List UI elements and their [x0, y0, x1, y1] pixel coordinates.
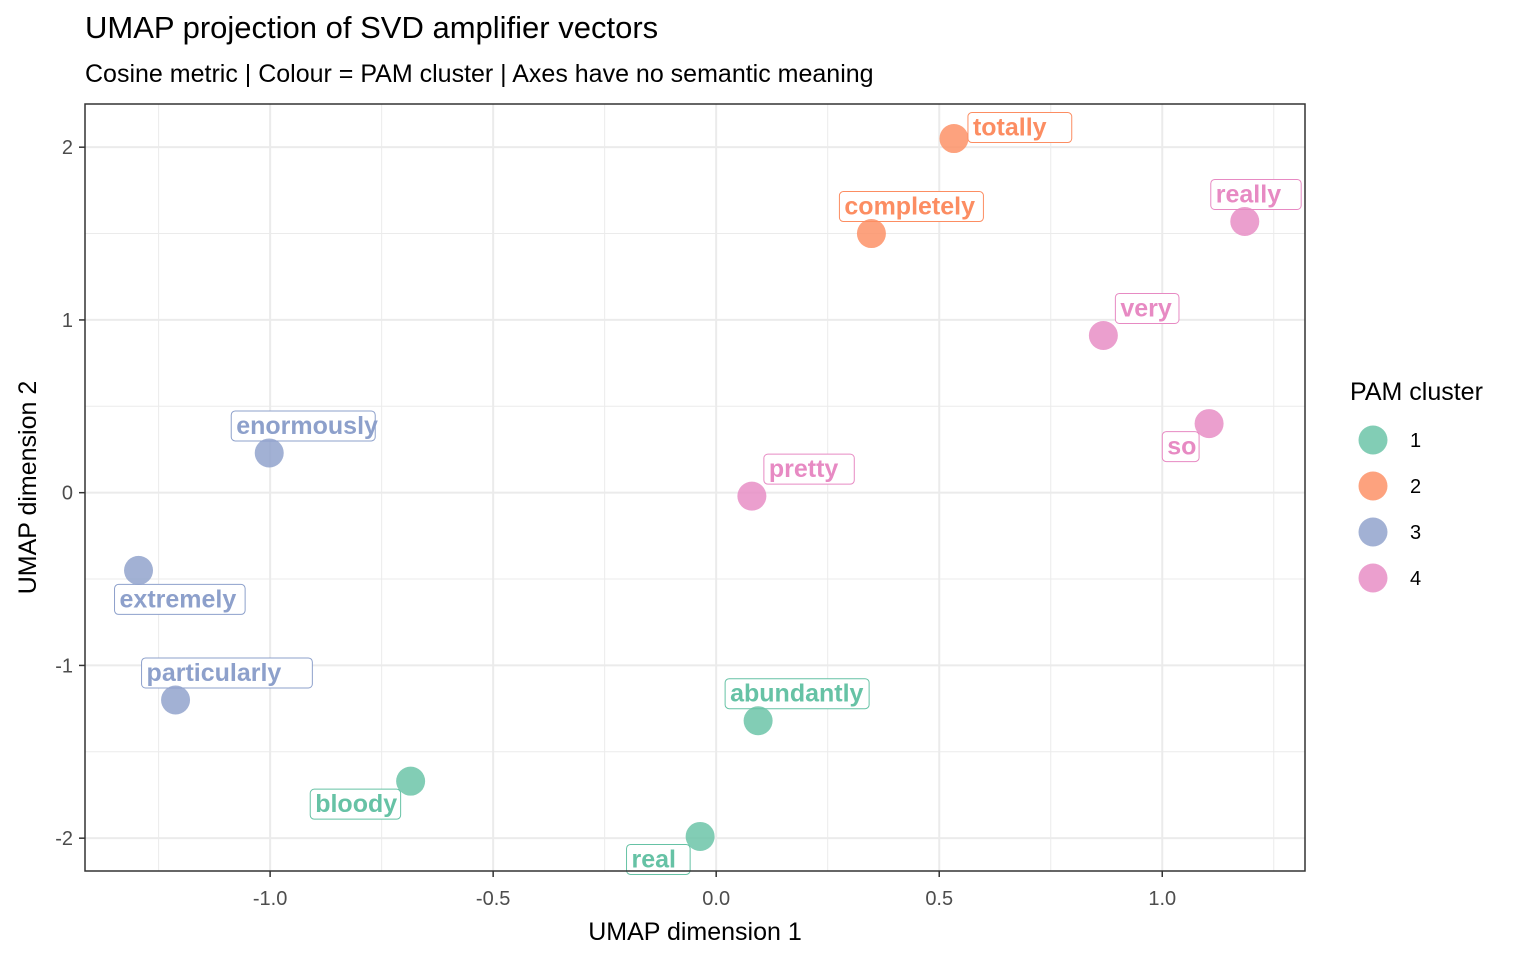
point-label: so: [1161, 431, 1200, 463]
data-point: [737, 481, 767, 511]
point-label: particularly: [141, 657, 313, 689]
legend-label: 4: [1410, 568, 1421, 590]
point-label-box: [114, 583, 246, 615]
y-tick-label: 0: [62, 483, 73, 505]
point-label-box: [763, 453, 855, 485]
point-label-box: [1114, 292, 1180, 324]
legend-label: 1: [1410, 430, 1421, 452]
point-label-box: [141, 657, 313, 689]
point-label-text: enormously: [236, 412, 378, 440]
data-points: [124, 124, 1260, 851]
point-label-text: abundantly: [730, 680, 863, 708]
legend-title: PAM cluster: [1350, 378, 1483, 406]
point-label-text: so: [1167, 433, 1196, 461]
point-label-text: real: [632, 845, 676, 873]
point-label-box: [724, 678, 870, 710]
x-tick-label: -0.5: [476, 888, 510, 910]
panel-border: [84, 103, 1306, 872]
y-tick-label: 1: [62, 310, 73, 332]
data-point: [161, 685, 191, 715]
point-label: totally: [967, 112, 1073, 144]
y-axis-title: UMAP dimension 2: [14, 381, 42, 595]
point-label: bloody: [309, 788, 402, 820]
data-point: [254, 438, 284, 468]
point-label: abundantly: [724, 678, 870, 710]
x-tick-label: -1.0: [253, 888, 287, 910]
x-tick-label: 0.5: [925, 888, 953, 910]
data-point: [743, 706, 773, 736]
point-label-text: particularly: [147, 659, 282, 687]
point-label-text: totally: [973, 114, 1047, 142]
legend-key: [1358, 425, 1388, 455]
point-label-box: [626, 843, 691, 875]
point-label-box: [309, 788, 402, 820]
legend: PAM cluster 1 2 3 4: [1350, 378, 1483, 593]
point-label: completely: [838, 191, 984, 223]
point-label-text: completely: [844, 193, 975, 221]
legend-label: 2: [1410, 476, 1421, 498]
data-point: [396, 766, 426, 796]
point-label: enormously: [230, 410, 378, 442]
data-point: [939, 124, 969, 154]
y-tick-label: 2: [62, 137, 73, 159]
legend-key: [1358, 563, 1388, 593]
point-label-text: very: [1120, 294, 1172, 322]
legend-key: [1358, 517, 1388, 547]
point-label-text: pretty: [769, 455, 839, 483]
grid: [85, 104, 1305, 871]
point-label-box: [1210, 178, 1302, 210]
x-axis-title: UMAP dimension 1: [588, 918, 802, 946]
point-label-box: [1161, 431, 1200, 463]
point-label: really: [1210, 178, 1302, 210]
data-point: [685, 821, 715, 851]
chart-subtitle: Cosine metric | Colour = PAM cluster | A…: [85, 60, 874, 88]
point-label: pretty: [763, 453, 855, 485]
point-label-text: really: [1216, 180, 1281, 208]
point-label-box: [230, 410, 376, 442]
y-tick-label: -1: [55, 655, 73, 677]
point-labels: totally completely really very so pretty enorm…: [114, 112, 1302, 875]
y-tick-label: -2: [55, 828, 73, 850]
chart-title: UMAP projection of SVD amplifier vectors: [85, 10, 659, 45]
legend-label: 3: [1410, 522, 1421, 544]
data-point: [1194, 409, 1224, 439]
data-point: [1230, 206, 1260, 236]
point-label-box: [967, 112, 1073, 144]
legend-key: [1358, 471, 1388, 501]
point-label: extremely: [114, 583, 246, 615]
data-point: [856, 219, 886, 249]
point-label: real: [626, 843, 691, 875]
data-point: [1088, 320, 1118, 350]
point-label-text: bloody: [315, 790, 397, 818]
axes: -1.0 -0.5 0.0 0.5 1.0 -2 -1 0 1 2: [55, 137, 1176, 910]
point-label: very: [1114, 292, 1180, 324]
point-label-box: [838, 191, 984, 223]
x-tick-label: 0.0: [702, 888, 730, 910]
data-point: [124, 555, 154, 585]
x-tick-label: 1.0: [1148, 888, 1176, 910]
point-label-text: extremely: [120, 585, 237, 613]
